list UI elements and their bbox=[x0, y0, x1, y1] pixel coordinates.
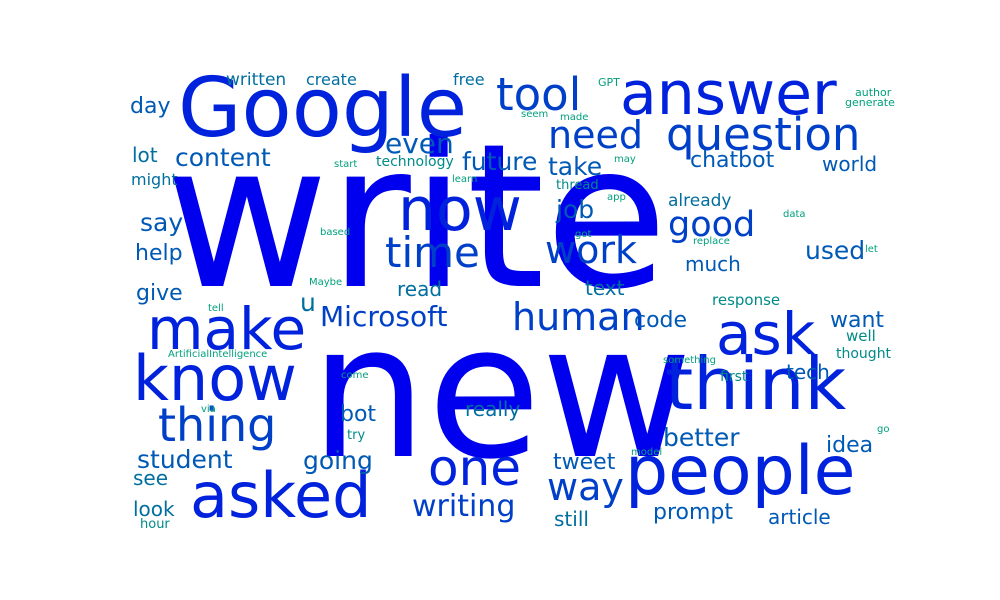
word-thread: thread bbox=[556, 178, 599, 193]
word-look: look bbox=[133, 497, 175, 521]
word-know: know bbox=[133, 342, 297, 415]
word-good: good bbox=[668, 205, 756, 245]
word-response: response bbox=[712, 291, 781, 309]
word-job: job bbox=[556, 195, 595, 224]
word-going: going bbox=[303, 446, 373, 475]
word-free: free bbox=[453, 70, 485, 89]
word-gpt: GPT bbox=[598, 76, 620, 89]
word-technology: technology bbox=[376, 154, 454, 170]
word-come: come bbox=[341, 370, 369, 381]
word-day: day bbox=[130, 94, 171, 119]
word-try: try bbox=[347, 428, 366, 443]
word-student: student bbox=[137, 445, 233, 474]
word-think: think bbox=[665, 342, 847, 426]
word-answer: answer bbox=[620, 59, 837, 129]
word-start: start bbox=[334, 159, 358, 170]
word-thought: thought bbox=[836, 346, 892, 362]
word-data: data bbox=[783, 209, 806, 220]
word-create: create bbox=[306, 70, 357, 89]
word-way: way bbox=[547, 465, 624, 509]
word-asked: asked bbox=[190, 459, 372, 532]
word-much: much bbox=[685, 252, 741, 276]
word-thing: thing bbox=[158, 398, 277, 452]
word-time: time bbox=[385, 228, 480, 277]
word-u: u bbox=[300, 288, 316, 317]
word-first: first bbox=[720, 369, 748, 385]
word-even: even bbox=[385, 127, 454, 160]
word-let: let bbox=[865, 244, 878, 255]
word-got: got bbox=[575, 229, 592, 240]
word-go: go bbox=[877, 424, 890, 435]
word-ask: ask bbox=[716, 300, 816, 368]
word-lot: lot bbox=[132, 143, 158, 167]
word-learn: learn bbox=[452, 174, 478, 185]
word-work: work bbox=[545, 228, 637, 272]
word-tool: tool bbox=[496, 68, 582, 121]
word-human: human bbox=[512, 295, 645, 339]
word-may: may bbox=[614, 154, 636, 165]
word-made: made bbox=[560, 112, 589, 123]
word-author: author bbox=[855, 86, 892, 99]
word-future: future bbox=[462, 147, 538, 176]
word-model: model bbox=[631, 447, 663, 458]
word-code: code bbox=[634, 308, 688, 333]
word-now: now bbox=[398, 175, 522, 245]
word-generate: generate bbox=[845, 96, 895, 109]
word-idea: idea bbox=[826, 433, 874, 458]
word-see: see bbox=[133, 466, 169, 490]
word-new: new bbox=[310, 284, 693, 500]
word-need: need bbox=[548, 113, 643, 157]
word-content: content bbox=[175, 143, 271, 172]
word-better: better bbox=[663, 423, 740, 452]
word-write: write bbox=[165, 101, 668, 334]
word-chatbot: chatbot bbox=[690, 148, 775, 173]
word-hour: hour bbox=[140, 517, 170, 532]
word-already: already bbox=[668, 191, 732, 211]
word-written: written bbox=[226, 70, 287, 90]
word-prompt: prompt bbox=[653, 500, 734, 525]
word-tell: tell bbox=[208, 303, 224, 314]
word-writing: writing bbox=[412, 489, 516, 524]
word-question: question bbox=[666, 108, 861, 161]
word-say: say bbox=[140, 208, 184, 237]
word-artificialintelligence: ArtificialIntelligence bbox=[168, 349, 268, 360]
word-still: still bbox=[554, 507, 589, 531]
word-google: Google bbox=[178, 61, 468, 156]
word-really: really bbox=[465, 397, 521, 421]
word-read: read bbox=[397, 277, 443, 301]
word-bot: bot bbox=[340, 402, 377, 427]
word-something: something bbox=[663, 355, 716, 366]
word-seem: seem bbox=[521, 109, 549, 120]
word-take: take bbox=[548, 152, 603, 181]
word-tech: tech bbox=[786, 360, 830, 384]
word-help: help bbox=[135, 241, 183, 266]
word-give: give bbox=[136, 281, 183, 306]
word-app: app bbox=[607, 192, 626, 203]
word-one: one bbox=[428, 439, 522, 497]
word-make: make bbox=[147, 295, 307, 363]
word-want: want bbox=[830, 308, 885, 333]
word-well: well bbox=[846, 327, 876, 345]
word-replace: replace bbox=[693, 236, 730, 247]
word-maybe: Maybe bbox=[309, 277, 343, 288]
word-world: world bbox=[822, 152, 878, 176]
word-people: people bbox=[625, 432, 856, 511]
word-microsoft: Microsoft bbox=[320, 300, 448, 333]
word-article: article bbox=[768, 505, 831, 529]
word-used: used bbox=[805, 236, 866, 265]
word-tweet: tweet bbox=[553, 450, 616, 475]
word-based: based bbox=[320, 227, 351, 238]
word-might: might bbox=[131, 170, 178, 189]
word-via: via bbox=[201, 404, 216, 415]
word-text: text bbox=[585, 276, 625, 300]
